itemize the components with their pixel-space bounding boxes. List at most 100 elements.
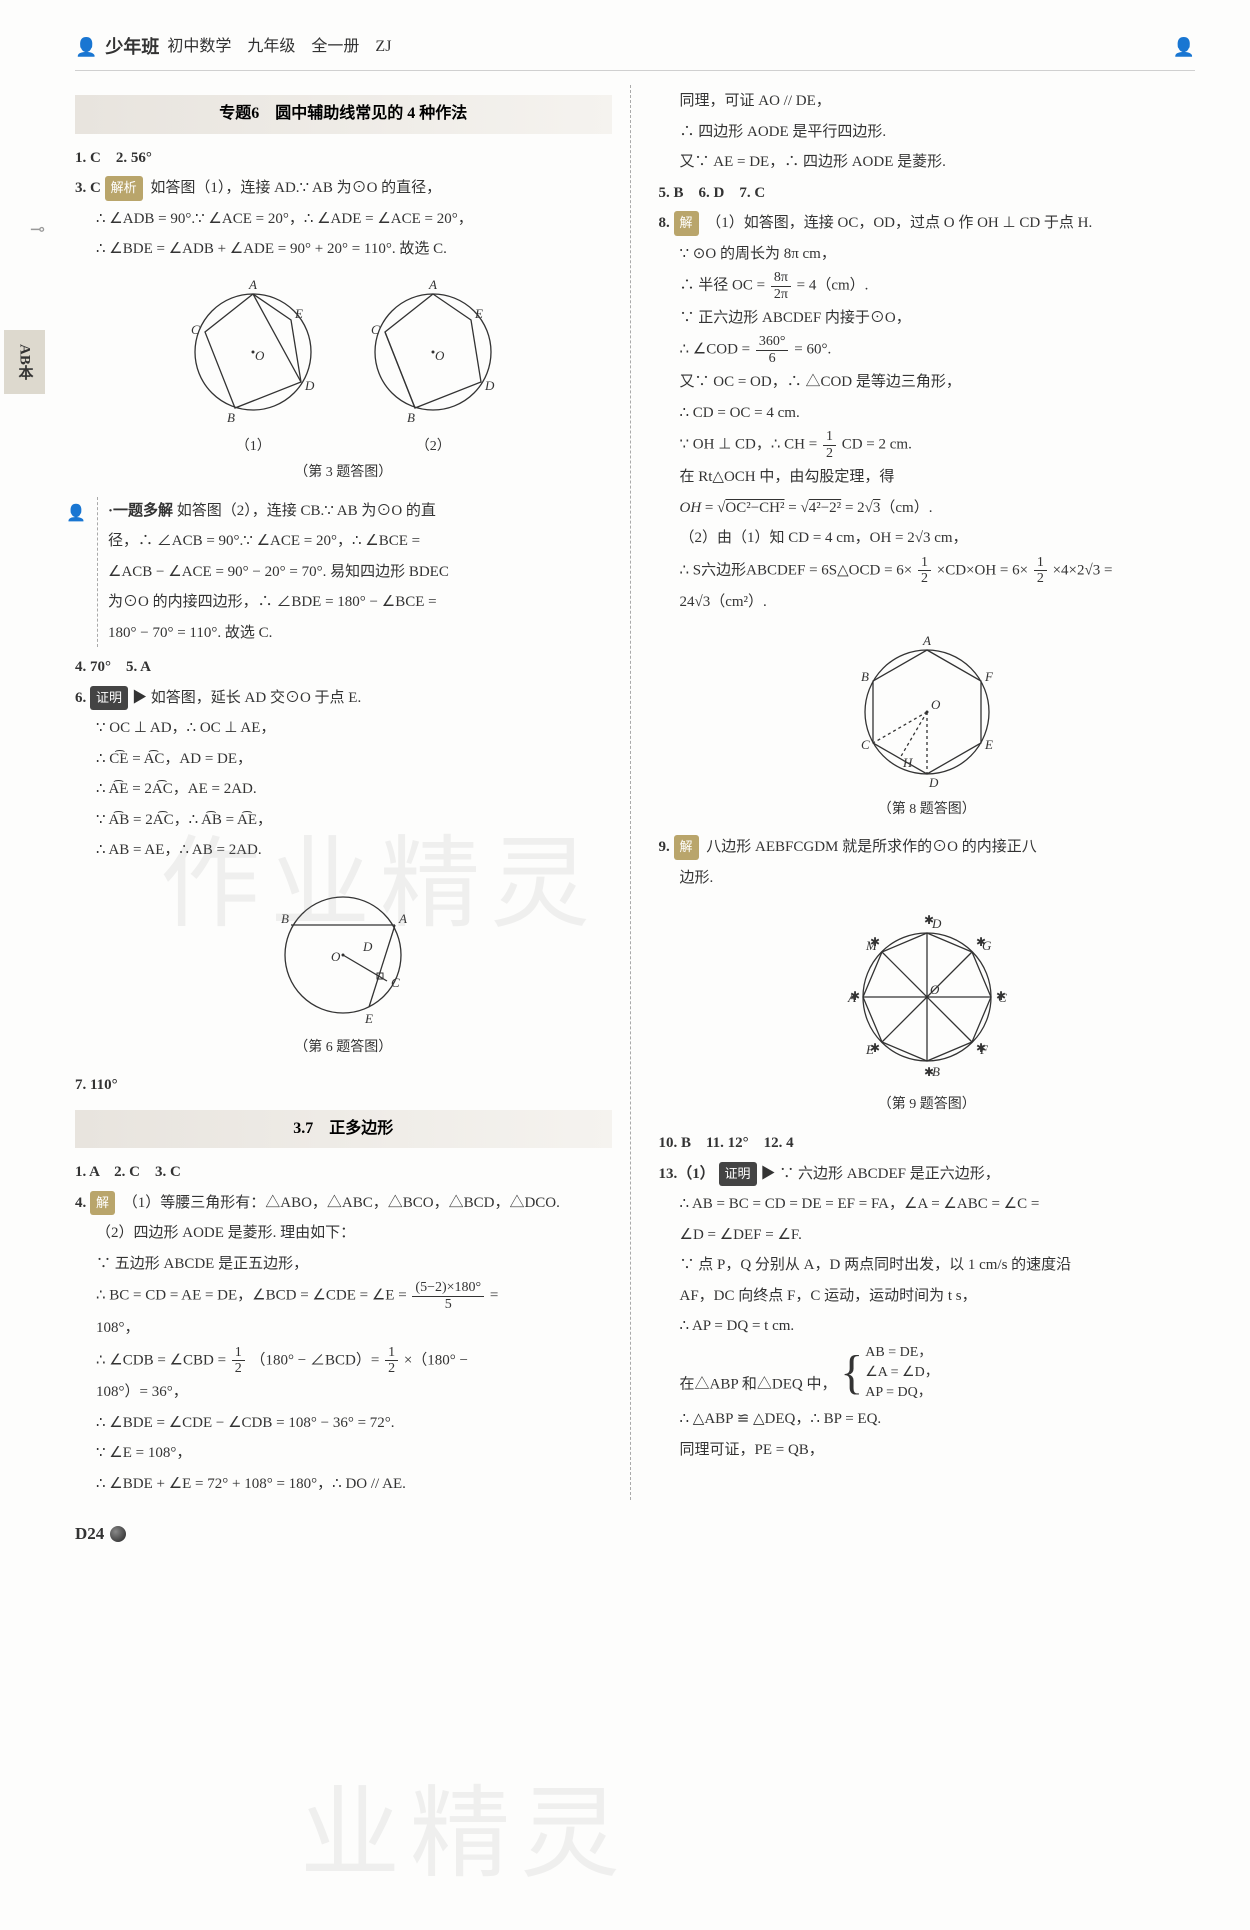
svg-text:C: C bbox=[371, 322, 380, 337]
q8-l11: （2）由（1）知 CD = 4 cm，OH = 2√3 cm， bbox=[659, 524, 1196, 553]
key-icon: ⊸ bbox=[30, 212, 45, 246]
analysis-tag: 解析 bbox=[105, 176, 143, 201]
multi-l4: 为⊙O 的内接四边形，∴ ∠BDE = 180° − ∠BCE = bbox=[108, 588, 612, 617]
q8-l12: ∴ S六边形ABCDEF = 6S△OCD = 6× 12 ×CD×OH = 6… bbox=[659, 555, 1196, 587]
r-l3: 又∵ AE = DE，∴ 四边形 AODE 是菱形. bbox=[659, 148, 1196, 177]
r-l1: 同理，可证 AO // DE， bbox=[659, 87, 1196, 116]
q4-l4: ∴ BC = CD = AE = DE，∠BCD = ∠CDE = ∠E = (… bbox=[75, 1280, 612, 1312]
fig8-caption: （第 8 题答图） bbox=[659, 797, 1196, 824]
fig6-caption: （第 6 题答图） bbox=[75, 1035, 612, 1062]
q8-l8: ∵ OH ⊥ CD，∴ CH = 12 CD = 2 cm. bbox=[659, 429, 1196, 461]
fig3-sub1: （1） bbox=[236, 434, 271, 461]
q4-l5: 108°， bbox=[75, 1314, 612, 1343]
q13-l9: 同理可证，PE = QB， bbox=[659, 1436, 1196, 1465]
q8-l5: ∴ ∠COD = 360°6 = 60°. bbox=[659, 334, 1196, 366]
svg-text:A: A bbox=[847, 990, 856, 1005]
left-column: 专题6 圆中辅助线常见的 4 种作法 1. C 2. 56° 3. C 解析 如… bbox=[75, 85, 631, 1500]
page-number: D24 bbox=[75, 1518, 1195, 1550]
svg-text:O: O bbox=[435, 348, 445, 363]
q6-num: 6. bbox=[75, 690, 86, 706]
q6-l2: ∵ OC ⊥ AD，∴ OC ⊥ AE， bbox=[75, 714, 612, 743]
svg-text:D: D bbox=[362, 939, 373, 954]
right-column: 同理，可证 AO // DE， ∴ 四边形 AODE 是平行四边形. 又∵ AE… bbox=[659, 85, 1196, 1500]
q8-l1: （1）如答图，连接 OC，OD，过点 O 作 OH ⊥ CD 于点 H. bbox=[706, 215, 1092, 231]
q8-l10: OH = √OC²−CH² = √4²−2² = 2√3（cm）. bbox=[659, 494, 1196, 523]
svg-text:E: E bbox=[364, 1011, 373, 1026]
s1-q7: 7. 110° bbox=[75, 1071, 612, 1100]
r-l2: ∴ 四边形 AODE 是平行四边形. bbox=[659, 118, 1196, 147]
figure-6: AB CD EO （第 6 题答图） bbox=[75, 875, 612, 1062]
watermark-2: 业精灵 bbox=[300, 1740, 630, 1930]
solve-tag: 解 bbox=[674, 835, 699, 860]
s2-q1: 1. A 2. C 3. C bbox=[75, 1158, 612, 1187]
brand: 少年班 bbox=[105, 30, 159, 64]
q6-l4: ∴ A͡E = 2A͡C，AE = 2AD. bbox=[75, 775, 612, 804]
q13-l7: 在△ABP 和△DEQ 中， { AB = DE， ∠A = ∠D， AP = … bbox=[659, 1343, 1196, 1404]
svg-text:E: E bbox=[984, 737, 993, 752]
q4-l6: ∴ ∠CDB = ∠CBD = 12 （180° − ∠BCD）= 12 ×（1… bbox=[75, 1345, 612, 1377]
s1-q3: 3. C 解析 如答图（1），连接 AD.∵ AB 为⊙O 的直径， bbox=[75, 174, 612, 203]
q3-l2: ∴ ∠ADB = 90°.∵ ∠ACE = 20°，∴ ∠ADE = ∠ACE … bbox=[75, 205, 612, 234]
q4-l2: （2）四边形 AODE 是菱形. 理由如下： bbox=[75, 1219, 612, 1248]
q6-l5: ∵ A͡B = 2A͡C，∴ A͡B = A͡E， bbox=[75, 806, 612, 835]
q13-l2: ∴ AB = BC = CD = DE = EF = FA，∠A = ∠ABC … bbox=[659, 1190, 1196, 1219]
multi-l5: 180° − 70° = 110°. 故选 C. bbox=[108, 619, 612, 648]
figure-3: AB CD EO AB CD EO bbox=[75, 274, 612, 487]
s1-q6: 6. 证明▶ 如答图，延长 AD 交⊙O 于点 E. bbox=[75, 684, 612, 713]
svg-text:C: C bbox=[191, 322, 200, 337]
q8-l7: ∴ CD = OC = 4 cm. bbox=[659, 399, 1196, 428]
s2-q13: 13.（1） 证明▶ ∵ 六边形 ABCDEF 是正六边形， bbox=[659, 1160, 1196, 1189]
proof-tag: 证明 bbox=[719, 1162, 757, 1187]
person-icon: 👤 bbox=[1173, 30, 1195, 64]
svg-text:B: B bbox=[281, 911, 289, 926]
q6-l3: ∴ C͡E = A͡C，AD = DE， bbox=[75, 745, 612, 774]
svg-text:D: D bbox=[931, 916, 942, 931]
q8-l6: 又∵ OC = OD，∴ △COD 是等边三角形， bbox=[659, 368, 1196, 397]
q13-l6: ∴ AP = DQ = t cm. bbox=[659, 1312, 1196, 1341]
svg-text:B: B bbox=[932, 1064, 940, 1079]
svg-text:F: F bbox=[984, 669, 994, 684]
header-subject: 初中数学 九年级 全一册 ZJ bbox=[167, 32, 391, 62]
svg-text:D: D bbox=[304, 378, 315, 393]
multi-l3: ∠ACB − ∠ACE = 90° − 20° = 70°. 易知四边形 BDE… bbox=[108, 558, 612, 587]
svg-text:B: B bbox=[227, 410, 235, 425]
q4-l1: （1）等腰三角形有：△ABO，△ABC，△BCO，△BCD，△DCO. bbox=[123, 1195, 560, 1211]
multi-head: ·一题多解 bbox=[108, 503, 173, 519]
fig3-sub2: （2） bbox=[416, 434, 451, 461]
q4-num: 4. bbox=[75, 1195, 86, 1211]
person-icon: 👤 bbox=[75, 30, 97, 64]
s2-q5: 5. B 6. D 7. C bbox=[659, 179, 1196, 208]
svg-text:E: E bbox=[294, 306, 303, 321]
s2-q4: 4. 解 （1）等腰三角形有：△ABO，△ABC，△BCO，△BCD，△DCO. bbox=[75, 1189, 612, 1218]
q9-l1: 八边形 AEBFCGDM 就是所求作的⊙O 的内接正八 bbox=[706, 839, 1036, 855]
q8-num: 8. bbox=[659, 215, 670, 231]
side-tab: AB本 bbox=[4, 330, 45, 394]
q6-l6: ∴ AB = AE，∴ AB = 2AD. bbox=[75, 836, 612, 865]
q3-num: 3. C bbox=[75, 180, 101, 196]
svg-text:O: O bbox=[331, 949, 341, 964]
q8-l9: 在 Rt△OCH 中，由勾股定理，得 bbox=[659, 463, 1196, 492]
svg-text:B: B bbox=[407, 410, 415, 425]
sys-1: AB = DE， bbox=[865, 1345, 932, 1360]
q13-l8: ∴ △ABP ≌ △DEQ，∴ BP = EQ. bbox=[659, 1405, 1196, 1434]
page-dot-icon bbox=[110, 1526, 126, 1542]
q3-l3: ∴ ∠BDE = ∠ADB + ∠ADE = 90° + 20° = 110°.… bbox=[75, 235, 612, 264]
s1-q4: 4. 70° 5. A bbox=[75, 653, 612, 682]
svg-text:A: A bbox=[248, 277, 257, 292]
svg-text:E: E bbox=[474, 306, 483, 321]
svg-text:O: O bbox=[255, 348, 265, 363]
q4-l9: ∵ ∠E = 108°， bbox=[75, 1439, 612, 1468]
solve-tag: 解 bbox=[90, 1191, 115, 1216]
q4-l3: ∵ 五边形 ABCDE 是正五边形， bbox=[75, 1250, 612, 1279]
svg-text:O: O bbox=[930, 982, 940, 997]
multi-l2: 径，∴ ∠ACB = 90°.∵ ∠ACE = 20°，∴ ∠BCE = bbox=[108, 527, 612, 556]
multi-solution: 👤 ·一题多解 如答图（2），连接 CB.∵ AB 为⊙O 的直 径，∴ ∠AC… bbox=[97, 497, 612, 648]
q3-text: 如答图（1），连接 AD.∵ AB 为⊙O 的直径， bbox=[150, 180, 441, 196]
svg-text:C: C bbox=[391, 975, 400, 990]
s2-q8: 8. 解 （1）如答图，连接 OC，OD，过点 O 作 OH ⊥ CD 于点 H… bbox=[659, 209, 1196, 238]
svg-text:B: B bbox=[861, 669, 869, 684]
solve-tag: 解 bbox=[674, 211, 699, 236]
figure-8: AF ED CB OH （第 8 题答图） bbox=[659, 627, 1196, 824]
svg-text:D: D bbox=[928, 775, 939, 790]
svg-text:F: F bbox=[979, 1042, 989, 1057]
